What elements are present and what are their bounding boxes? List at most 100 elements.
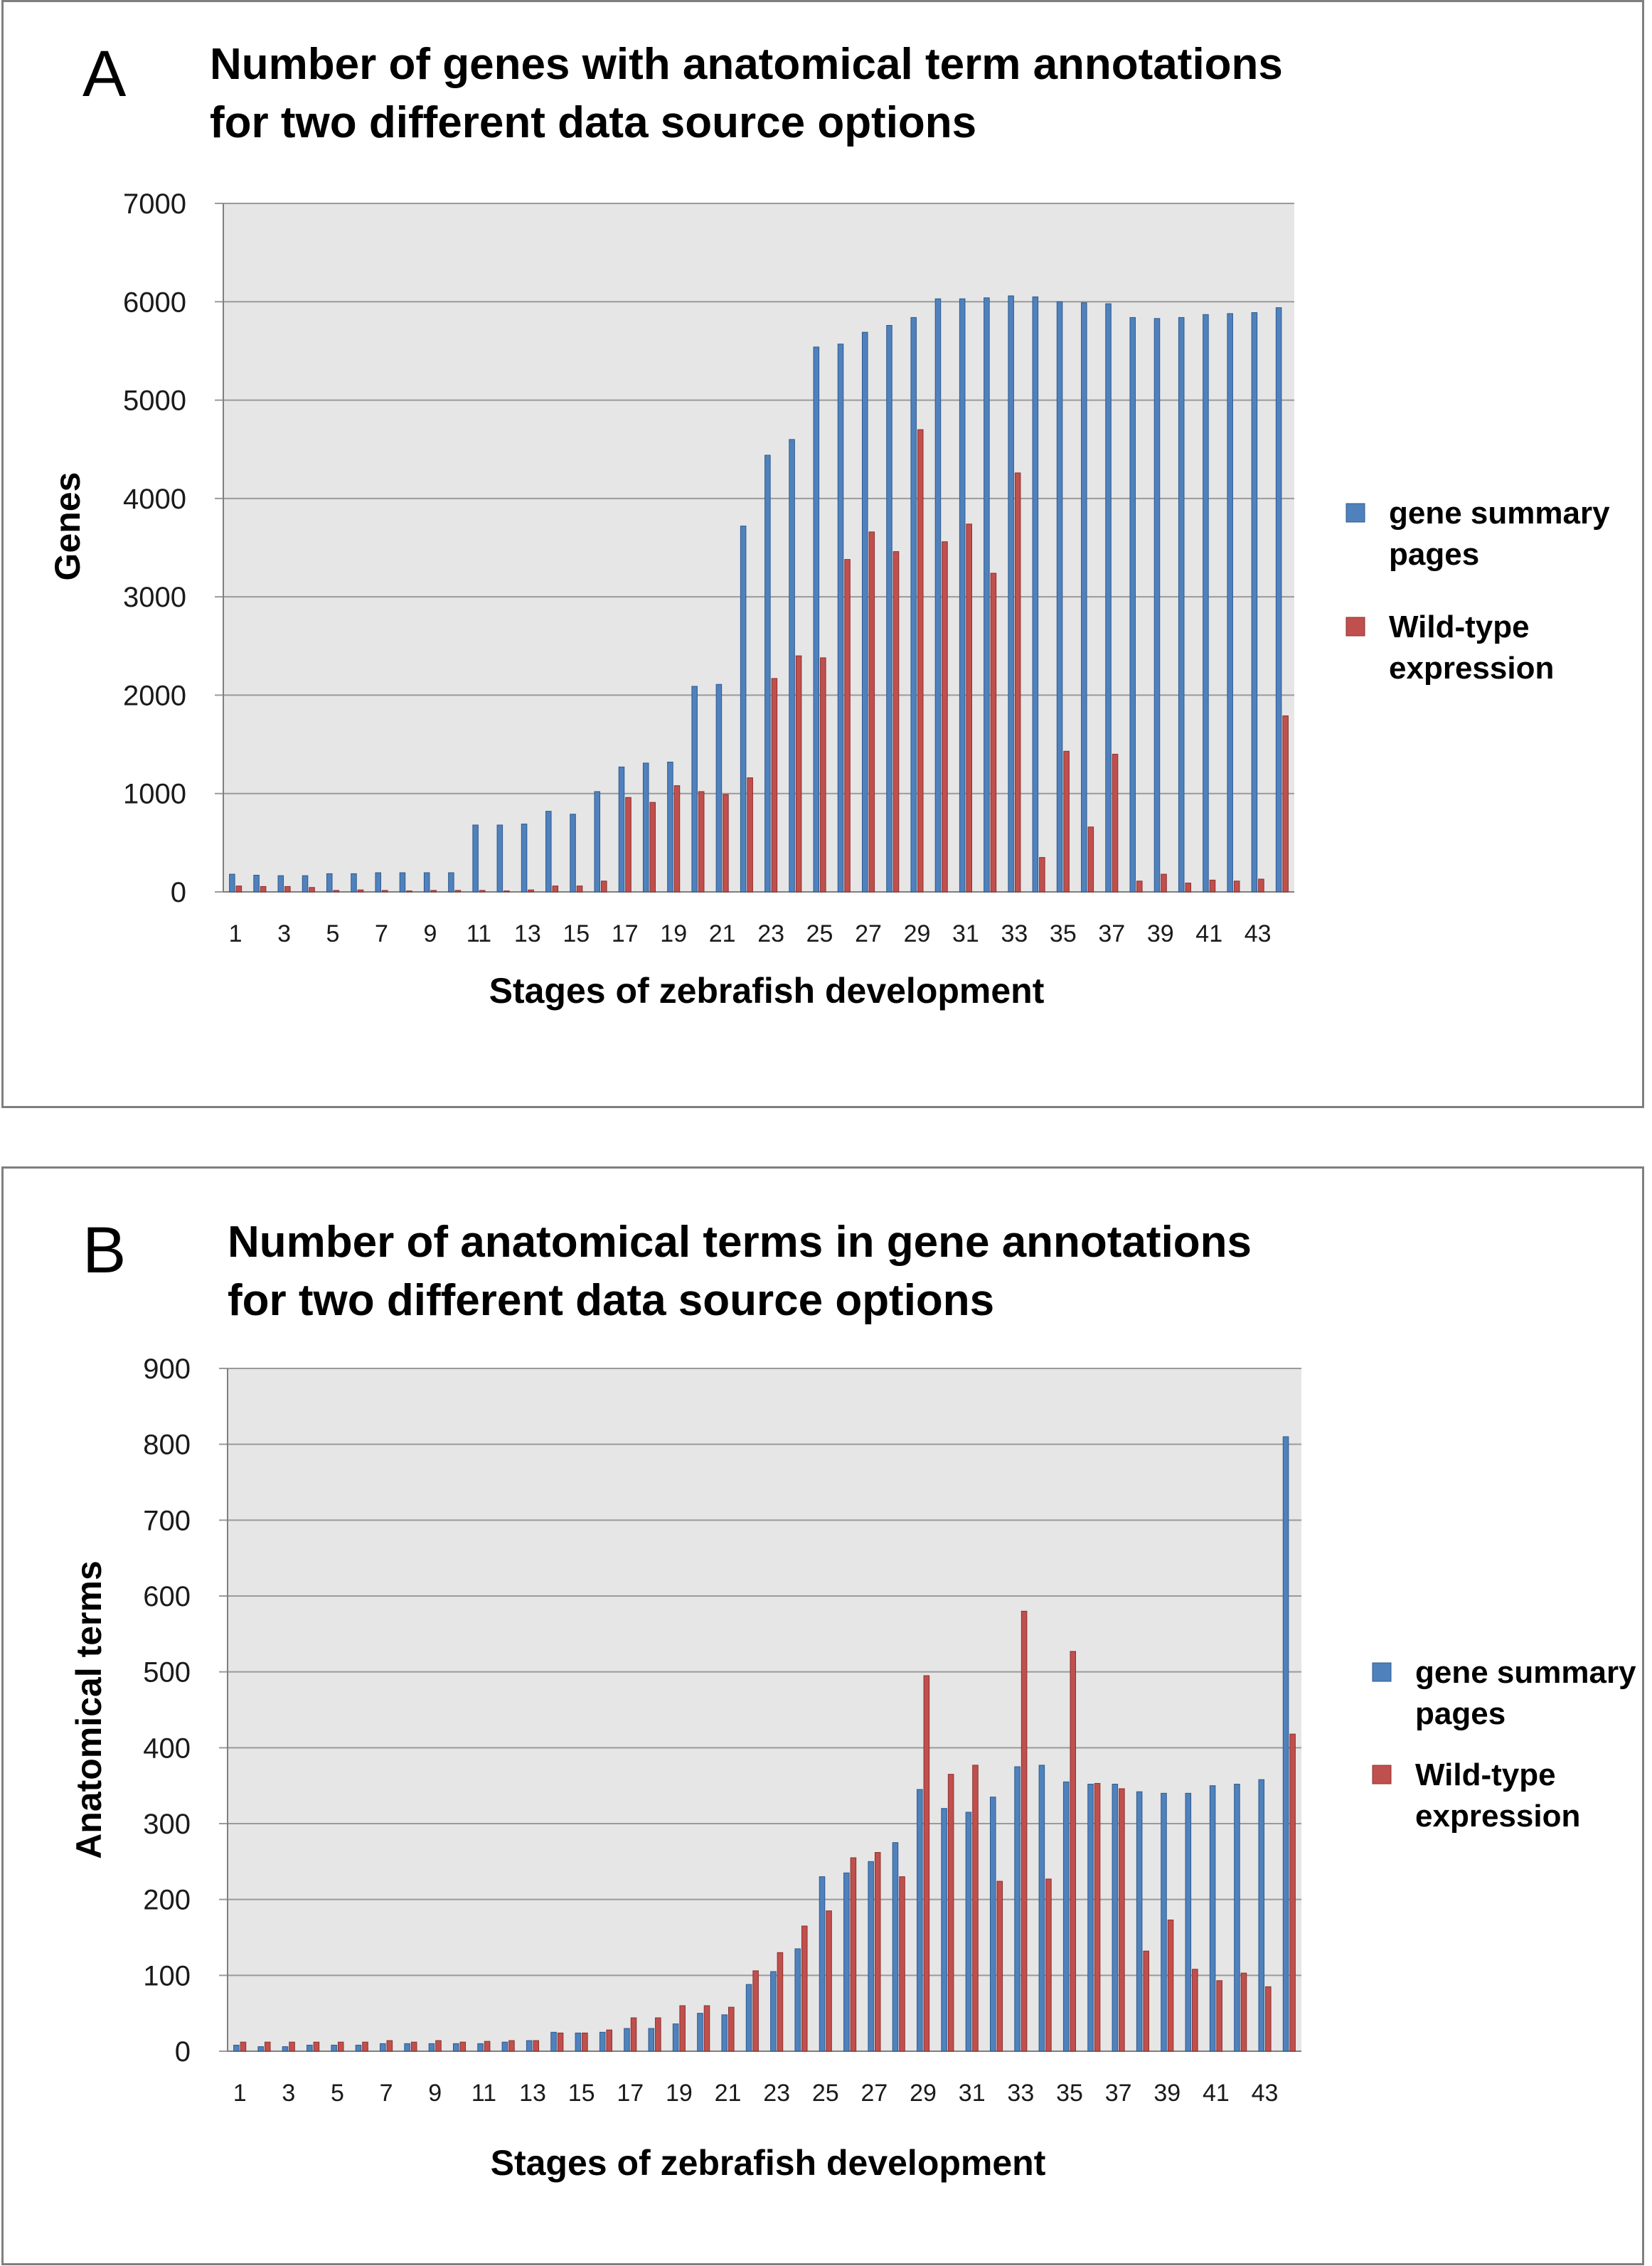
x-tick-label: 23: [763, 2080, 790, 2107]
x-tick-label: 1: [229, 920, 243, 947]
bar-gene-summary-stage-27: [868, 1861, 874, 2052]
y-tick-label: 3000: [123, 582, 186, 613]
bar-gene-summary-stage-4: [307, 2044, 313, 2052]
bar-wild-type-stage-17: [630, 2017, 637, 2052]
bar-wild-type-stage-1: [240, 2041, 247, 2052]
bar-gene-summary-stage-24: [789, 439, 795, 893]
bar-wild-type-stage-30: [947, 1774, 954, 2052]
bar-wild-type-stage-31: [972, 1765, 979, 2052]
y-tick-label: 0: [175, 2036, 191, 2068]
bar-wild-type-stage-7: [381, 890, 388, 893]
bar-wild-type-stage-42: [1233, 881, 1240, 893]
x-tick-label: 23: [757, 920, 784, 947]
y-tick-label: 500: [143, 1657, 191, 1688]
bar-gene-summary-stage-18: [642, 762, 649, 893]
bar-gene-summary-stage-20: [691, 686, 698, 893]
y-tick-label: 1000: [123, 779, 186, 810]
bar-gene-summary-stage-40: [1185, 1792, 1192, 2052]
bar-wild-type-stage-18: [655, 2017, 661, 2052]
bar-wild-type-stage-20: [698, 791, 705, 893]
bar-gene-summary-stage-3: [282, 2046, 289, 2052]
legend-swatch-gene-summary: [1372, 1662, 1392, 1682]
bar-wild-type-stage-8: [410, 2041, 417, 2052]
bar-gene-summary-stage-41: [1203, 314, 1209, 893]
bar-wild-type-stage-32: [990, 573, 997, 893]
bar-wild-type-stage-9: [430, 890, 437, 893]
bar-wild-type-stage-18: [649, 802, 656, 893]
bar-wild-type-stage-42: [1240, 1972, 1247, 2052]
legend-label-gene-summary: gene summary: [1415, 1655, 1636, 1690]
bar-wild-type-stage-13: [528, 889, 534, 893]
bar-wild-type-stage-37: [1119, 1788, 1125, 2052]
bar-gene-summary-stage-17: [624, 2028, 630, 2052]
y-tick-label: 200: [143, 1885, 191, 1916]
legend-label-wild-type: expression: [1415, 1799, 1580, 1834]
bar-wild-type-stage-28: [899, 1876, 905, 2052]
bar-wild-type-stage-10: [459, 2041, 467, 2052]
x-tick-label: 27: [855, 920, 882, 947]
x-tick-label: 9: [428, 2080, 442, 2107]
legend-label-gene-summary: gene summary: [1389, 496, 1610, 531]
bar-wild-type-stage-14: [552, 885, 559, 893]
x-tick-label: 21: [715, 2080, 742, 2107]
bar-wild-type-stage-34: [1045, 1878, 1052, 2052]
y-tick-label: 100: [143, 1960, 191, 1991]
bar-wild-type-stage-16: [601, 881, 607, 893]
bar-wild-type-stage-5: [333, 890, 340, 893]
bar-gene-summary-stage-28: [886, 324, 892, 893]
bar-gene-summary-stage-10: [452, 2043, 459, 2052]
bar-gene-summary-stage-25: [813, 346, 820, 893]
bar-wild-type-stage-3: [289, 2041, 295, 2052]
x-tick-label: 31: [952, 920, 979, 947]
y-tick-label: 5000: [123, 385, 186, 417]
bar-wild-type-stage-36: [1094, 1782, 1101, 2052]
y-tick-label: 700: [143, 1505, 191, 1536]
chart-title-a: Number of genes with anatomical term ann…: [210, 36, 1283, 152]
legend-swatch-gene-summary: [1345, 503, 1365, 523]
bar-gene-summary-stage-44: [1282, 1436, 1289, 2052]
bar-gene-summary-stage-31: [965, 1812, 972, 2052]
x-axis-title: Stages of zebrafish development: [491, 2143, 1046, 2183]
bar-wild-type-stage-41: [1209, 879, 1216, 893]
x-tick-label: 39: [1153, 2080, 1181, 2107]
bar-gene-summary-stage-9: [428, 2043, 435, 2052]
bar-wild-type-stage-19: [679, 2005, 686, 2052]
bar-gene-summary-stage-28: [892, 1842, 899, 2052]
bar-gene-summary-stage-11: [477, 2043, 484, 2052]
bar-wild-type-stage-39: [1161, 873, 1167, 893]
bar-wild-type-stage-2: [260, 885, 267, 893]
y-tick-label: 800: [143, 1430, 191, 1461]
y-tick-label: 6000: [123, 287, 186, 318]
x-tick-label: 11: [467, 920, 491, 947]
legend-swatch-wild-type: [1372, 1765, 1392, 1784]
panel-label-b: B: [82, 1214, 127, 1287]
bar-gene-summary-stage-36: [1087, 1784, 1094, 2052]
chart-title-b: Number of anatomical terms in gene annot…: [228, 1213, 1252, 1330]
x-tick-label: 9: [423, 920, 437, 947]
x-tick-label: 17: [617, 2080, 644, 2107]
bar-gene-summary-stage-7: [380, 2043, 386, 2052]
bar-gene-summary-stage-14: [550, 2031, 557, 2052]
bar-wild-type-stage-3: [284, 885, 291, 893]
bar-gene-summary-stage-2: [253, 874, 260, 893]
bar-gene-summary-stage-15: [575, 2032, 582, 2052]
y-tick-label: 7000: [123, 188, 186, 220]
bar-gene-summary-stage-43: [1251, 312, 1258, 893]
bar-wild-type-stage-21: [728, 2006, 735, 2052]
bar-gene-summary-stage-33: [1014, 1766, 1020, 2052]
chart-title-a-line-1: Number of genes with anatomical term ann…: [210, 40, 1283, 89]
x-tick-label: 15: [563, 920, 590, 947]
bar-wild-type-stage-31: [966, 523, 972, 893]
x-tick-label: 11: [471, 2080, 496, 2107]
y-axis-title: Genes: [48, 472, 87, 581]
bar-wild-type-stage-4: [309, 887, 315, 893]
bar-gene-summary-stage-13: [521, 824, 528, 893]
bar-gene-summary-stage-22: [745, 1984, 752, 2052]
bar-wild-type-stage-11: [479, 890, 486, 893]
bar-wild-type-stage-44: [1282, 715, 1289, 893]
bar-wild-type-stage-16: [606, 2029, 612, 2052]
bar-gene-summary-stage-37: [1105, 303, 1112, 893]
bar-gene-summary-stage-19: [672, 2023, 679, 2052]
bar-gene-summary-stage-38: [1129, 317, 1136, 893]
y-tick-label: 300: [143, 1809, 191, 1840]
